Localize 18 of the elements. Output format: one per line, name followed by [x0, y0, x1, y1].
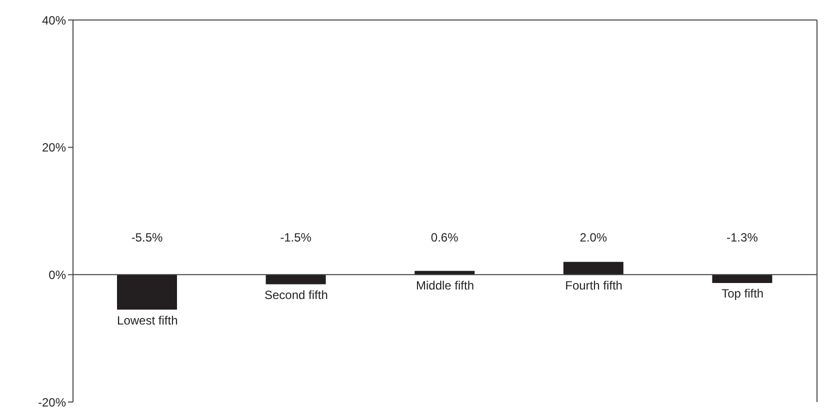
data-label: -5.5% — [131, 230, 163, 244]
data-label: -1.3% — [726, 230, 758, 244]
data-label: 2.0% — [580, 230, 608, 244]
x-tick-label: Top fifth — [722, 286, 764, 301]
x-tick-label: Middle fifth — [416, 278, 474, 292]
x-tick-label: Lowest fifth — [117, 313, 178, 328]
y-tick-label: -20% — [38, 395, 66, 410]
y-tick-label: 40% — [42, 13, 66, 28]
bar — [563, 262, 624, 275]
data-label: -1.5% — [280, 230, 312, 244]
bar — [117, 274, 177, 310]
y-tick-label: 0% — [48, 268, 66, 282]
x-tick-label: Fourth fifth — [565, 278, 622, 292]
x-tick-label: Second fifth — [264, 288, 328, 302]
bar — [712, 274, 772, 283]
data-label: 0.6% — [430, 230, 459, 244]
bar — [266, 274, 326, 284]
y-tick-label: 20% — [42, 140, 66, 155]
